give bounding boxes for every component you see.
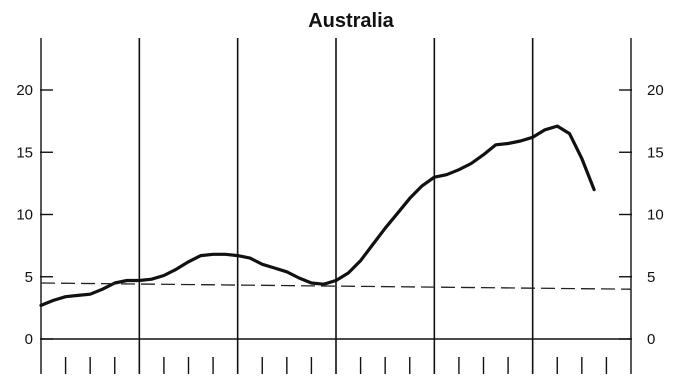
tick-labels: 0 0 5 5 10 10 15 15 20 20 xyxy=(16,82,663,348)
series-line xyxy=(39,124,596,307)
y-tick-label-left: 0 xyxy=(25,331,33,348)
y-tick-label-left: 20 xyxy=(16,82,33,99)
vertical-gridlines xyxy=(138,38,534,374)
y-tick-label-right: 5 xyxy=(647,269,655,286)
y-tick-label-right: 10 xyxy=(647,207,664,224)
y-tick-label-right: 15 xyxy=(647,144,664,161)
axis-ticks xyxy=(40,89,632,374)
chart-title: Australia xyxy=(308,10,394,32)
y-tick-label-left: 15 xyxy=(16,144,33,161)
y-tick-label-left: 10 xyxy=(16,207,33,224)
reference-dashed-line xyxy=(40,282,632,290)
y-tick-label-left: 5 xyxy=(25,269,33,286)
series-layer xyxy=(39,124,632,307)
y-tick-label-right: 0 xyxy=(647,331,655,348)
y-tick-label-right: 20 xyxy=(647,82,664,99)
